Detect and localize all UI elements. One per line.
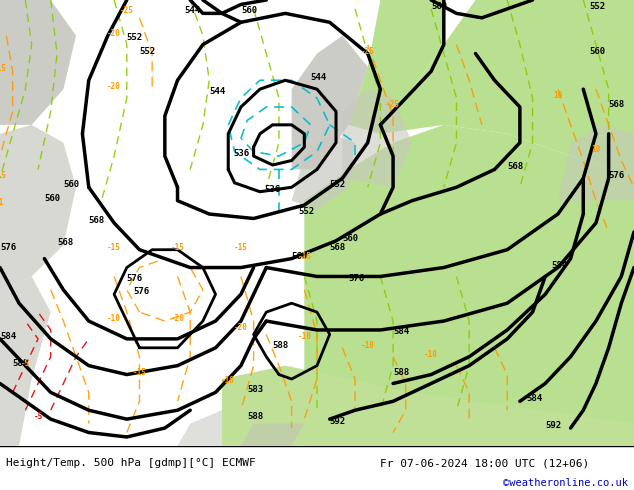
Text: -20: -20 bbox=[234, 323, 248, 332]
Polygon shape bbox=[342, 89, 412, 187]
Text: ©weatheronline.co.uk: ©weatheronline.co.uk bbox=[503, 478, 628, 488]
Text: -1: -1 bbox=[0, 198, 4, 207]
Text: -15: -15 bbox=[297, 252, 311, 261]
Text: 576: 576 bbox=[0, 243, 16, 252]
Text: -15: -15 bbox=[107, 243, 121, 252]
Text: 576: 576 bbox=[133, 287, 149, 296]
Text: 592: 592 bbox=[545, 421, 561, 430]
Text: 560: 560 bbox=[44, 194, 60, 203]
Text: -15: -15 bbox=[234, 243, 248, 252]
Text: 588: 588 bbox=[273, 341, 288, 350]
Text: 576: 576 bbox=[349, 274, 365, 283]
Text: -25: -25 bbox=[386, 100, 400, 109]
Polygon shape bbox=[0, 0, 76, 125]
Text: -20: -20 bbox=[107, 29, 121, 38]
Text: 560: 560 bbox=[292, 252, 307, 261]
Text: -10: -10 bbox=[424, 350, 438, 359]
Polygon shape bbox=[0, 276, 51, 446]
Text: -25: -25 bbox=[120, 6, 134, 15]
Polygon shape bbox=[0, 125, 76, 290]
Text: 568: 568 bbox=[609, 100, 624, 109]
Text: -20: -20 bbox=[107, 82, 121, 91]
Text: -10: -10 bbox=[297, 332, 311, 341]
Text: -15: -15 bbox=[0, 64, 7, 74]
Text: 568: 568 bbox=[57, 238, 73, 247]
Text: -20: -20 bbox=[171, 314, 184, 323]
Text: 544: 544 bbox=[311, 74, 327, 82]
Text: 552: 552 bbox=[330, 180, 346, 189]
Text: 560: 560 bbox=[590, 47, 605, 55]
Text: 568: 568 bbox=[89, 216, 105, 225]
Text: 568: 568 bbox=[507, 163, 523, 172]
Text: 560: 560 bbox=[241, 6, 257, 15]
Text: 576: 576 bbox=[609, 172, 624, 180]
Text: -5: -5 bbox=[21, 359, 30, 368]
Text: 536: 536 bbox=[233, 149, 249, 158]
Polygon shape bbox=[349, 0, 444, 134]
Text: -10: -10 bbox=[221, 376, 235, 386]
Text: 588: 588 bbox=[393, 368, 409, 376]
Text: 560: 560 bbox=[431, 2, 447, 11]
Text: -25: -25 bbox=[361, 47, 375, 55]
Text: 584: 584 bbox=[552, 261, 567, 270]
Text: 584: 584 bbox=[393, 327, 409, 337]
Polygon shape bbox=[380, 0, 634, 178]
Text: 592: 592 bbox=[330, 416, 346, 426]
Text: 584: 584 bbox=[0, 332, 16, 341]
Text: 544: 544 bbox=[209, 87, 225, 96]
Text: 560: 560 bbox=[342, 234, 358, 243]
Text: 552: 552 bbox=[590, 2, 605, 11]
Text: -15: -15 bbox=[133, 368, 146, 376]
Polygon shape bbox=[292, 134, 355, 210]
Text: 536: 536 bbox=[264, 185, 281, 194]
Polygon shape bbox=[304, 125, 634, 446]
Text: 552: 552 bbox=[298, 207, 314, 216]
Polygon shape bbox=[292, 36, 368, 170]
Text: -10: -10 bbox=[107, 314, 121, 323]
Text: 584: 584 bbox=[526, 394, 542, 403]
Text: 10: 10 bbox=[592, 145, 600, 153]
Polygon shape bbox=[558, 125, 634, 201]
Text: 588: 588 bbox=[13, 359, 29, 368]
Text: 560: 560 bbox=[63, 180, 79, 189]
Text: 552: 552 bbox=[127, 33, 143, 42]
Polygon shape bbox=[241, 423, 304, 446]
Polygon shape bbox=[178, 410, 222, 446]
Text: 583: 583 bbox=[247, 386, 263, 394]
Text: -10: -10 bbox=[361, 341, 375, 350]
Text: 588: 588 bbox=[247, 412, 263, 421]
Text: 552: 552 bbox=[139, 47, 155, 55]
Polygon shape bbox=[222, 366, 634, 446]
Text: 576: 576 bbox=[127, 274, 143, 283]
Text: -5: -5 bbox=[34, 412, 42, 421]
Text: 544: 544 bbox=[184, 6, 200, 15]
Text: Fr 07-06-2024 18:00 UTC (12+06): Fr 07-06-2024 18:00 UTC (12+06) bbox=[380, 458, 590, 468]
Text: -15: -15 bbox=[171, 243, 184, 252]
Text: 10: 10 bbox=[553, 91, 562, 100]
Text: 568: 568 bbox=[330, 243, 346, 252]
Text: -15: -15 bbox=[0, 172, 7, 180]
Text: Height/Temp. 500 hPa [gdmp][°C] ECMWF: Height/Temp. 500 hPa [gdmp][°C] ECMWF bbox=[6, 458, 256, 468]
